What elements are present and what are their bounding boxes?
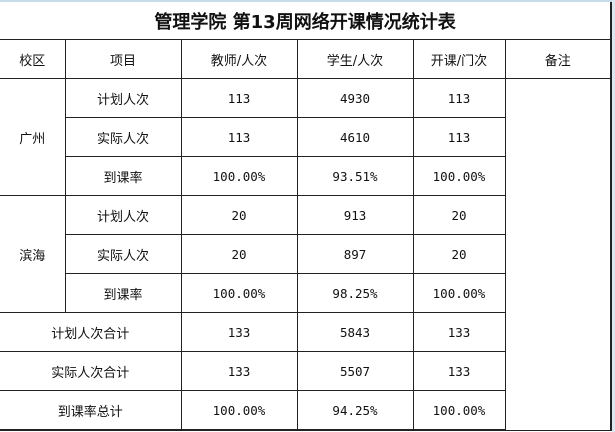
- total-item-cell: 实际人次合计: [0, 351, 182, 391]
- course-cell: 133: [412, 351, 506, 391]
- course-cell: 113: [412, 117, 506, 157]
- item-cell: 计划人次: [64, 195, 182, 235]
- total-item-cell: 到课率总计: [0, 390, 182, 431]
- header-teacher: 教师/人次: [180, 39, 298, 79]
- header-student: 学生/人次: [296, 39, 414, 79]
- teacher-cell: 113: [180, 117, 298, 157]
- student-cell: 4610: [296, 117, 414, 157]
- table-row: 滨海 计划人次 20 913 20: [0, 195, 611, 313]
- header-remarks: 备注: [504, 39, 613, 79]
- remarks-cell: [504, 78, 613, 431]
- item-cell: 到课率: [64, 273, 182, 313]
- student-cell: 5843: [296, 312, 414, 352]
- table-title: 管理学院 第13周网络开课情况统计表: [0, 2, 613, 40]
- table-row: 实际人次 20 897 20: [0, 234, 611, 274]
- header-campus: 校区: [0, 39, 66, 79]
- teacher-cell: 20: [180, 234, 298, 274]
- item-cell: 到课率: [64, 156, 182, 196]
- campus-cell: 滨海: [0, 195, 66, 313]
- student-cell: 94.25%: [296, 390, 414, 431]
- teacher-cell: 100.00%: [180, 273, 298, 313]
- campus-cell: 广州: [0, 78, 66, 196]
- course-cell: 113: [412, 78, 506, 118]
- student-cell: 913: [296, 195, 414, 235]
- teacher-cell: 113: [180, 78, 298, 118]
- total-row: 到课率总计 100.00% 94.25% 100.00%: [0, 390, 611, 431]
- header-item: 项目: [64, 39, 182, 79]
- table-row: 到课率 100.00% 93.51% 100.00%: [0, 156, 611, 196]
- item-cell: 计划人次: [64, 78, 182, 118]
- window-right-border: [612, 0, 615, 432]
- student-cell: 93.51%: [296, 156, 414, 196]
- course-cell: 100.00%: [412, 273, 506, 313]
- window-top-border: [0, 0, 615, 2]
- teacher-cell: 100.00%: [180, 390, 298, 431]
- title-row: 管理学院 第13周网络开课情况统计表: [0, 2, 613, 40]
- student-cell: 4930: [296, 78, 414, 118]
- student-cell: 98.25%: [296, 273, 414, 313]
- course-cell: 20: [412, 195, 506, 235]
- course-cell: 133: [412, 312, 506, 352]
- total-item-cell: 计划人次合计: [0, 312, 182, 352]
- student-cell: 897: [296, 234, 414, 274]
- teacher-cell: 100.00%: [180, 156, 298, 196]
- student-cell: 5507: [296, 351, 414, 391]
- total-row: 实际人次合计 133 5507 133: [0, 351, 611, 391]
- course-cell: 100.00%: [412, 390, 506, 431]
- item-cell: 实际人次: [64, 234, 182, 274]
- teacher-cell: 133: [180, 351, 298, 391]
- table-row: 广州 计划人次 113 4930 113: [0, 78, 613, 431]
- teacher-cell: 133: [180, 312, 298, 352]
- item-cell: 实际人次: [64, 117, 182, 157]
- course-cell: 100.00%: [412, 156, 506, 196]
- teacher-cell: 20: [180, 195, 298, 235]
- header-row: 校区 项目 教师/人次 学生/人次 开课/门次 备注: [0, 39, 613, 79]
- total-row: 计划人次合计 133 5843 133: [0, 312, 611, 352]
- header-course: 开课/门次: [412, 39, 506, 79]
- course-cell: 20: [412, 234, 506, 274]
